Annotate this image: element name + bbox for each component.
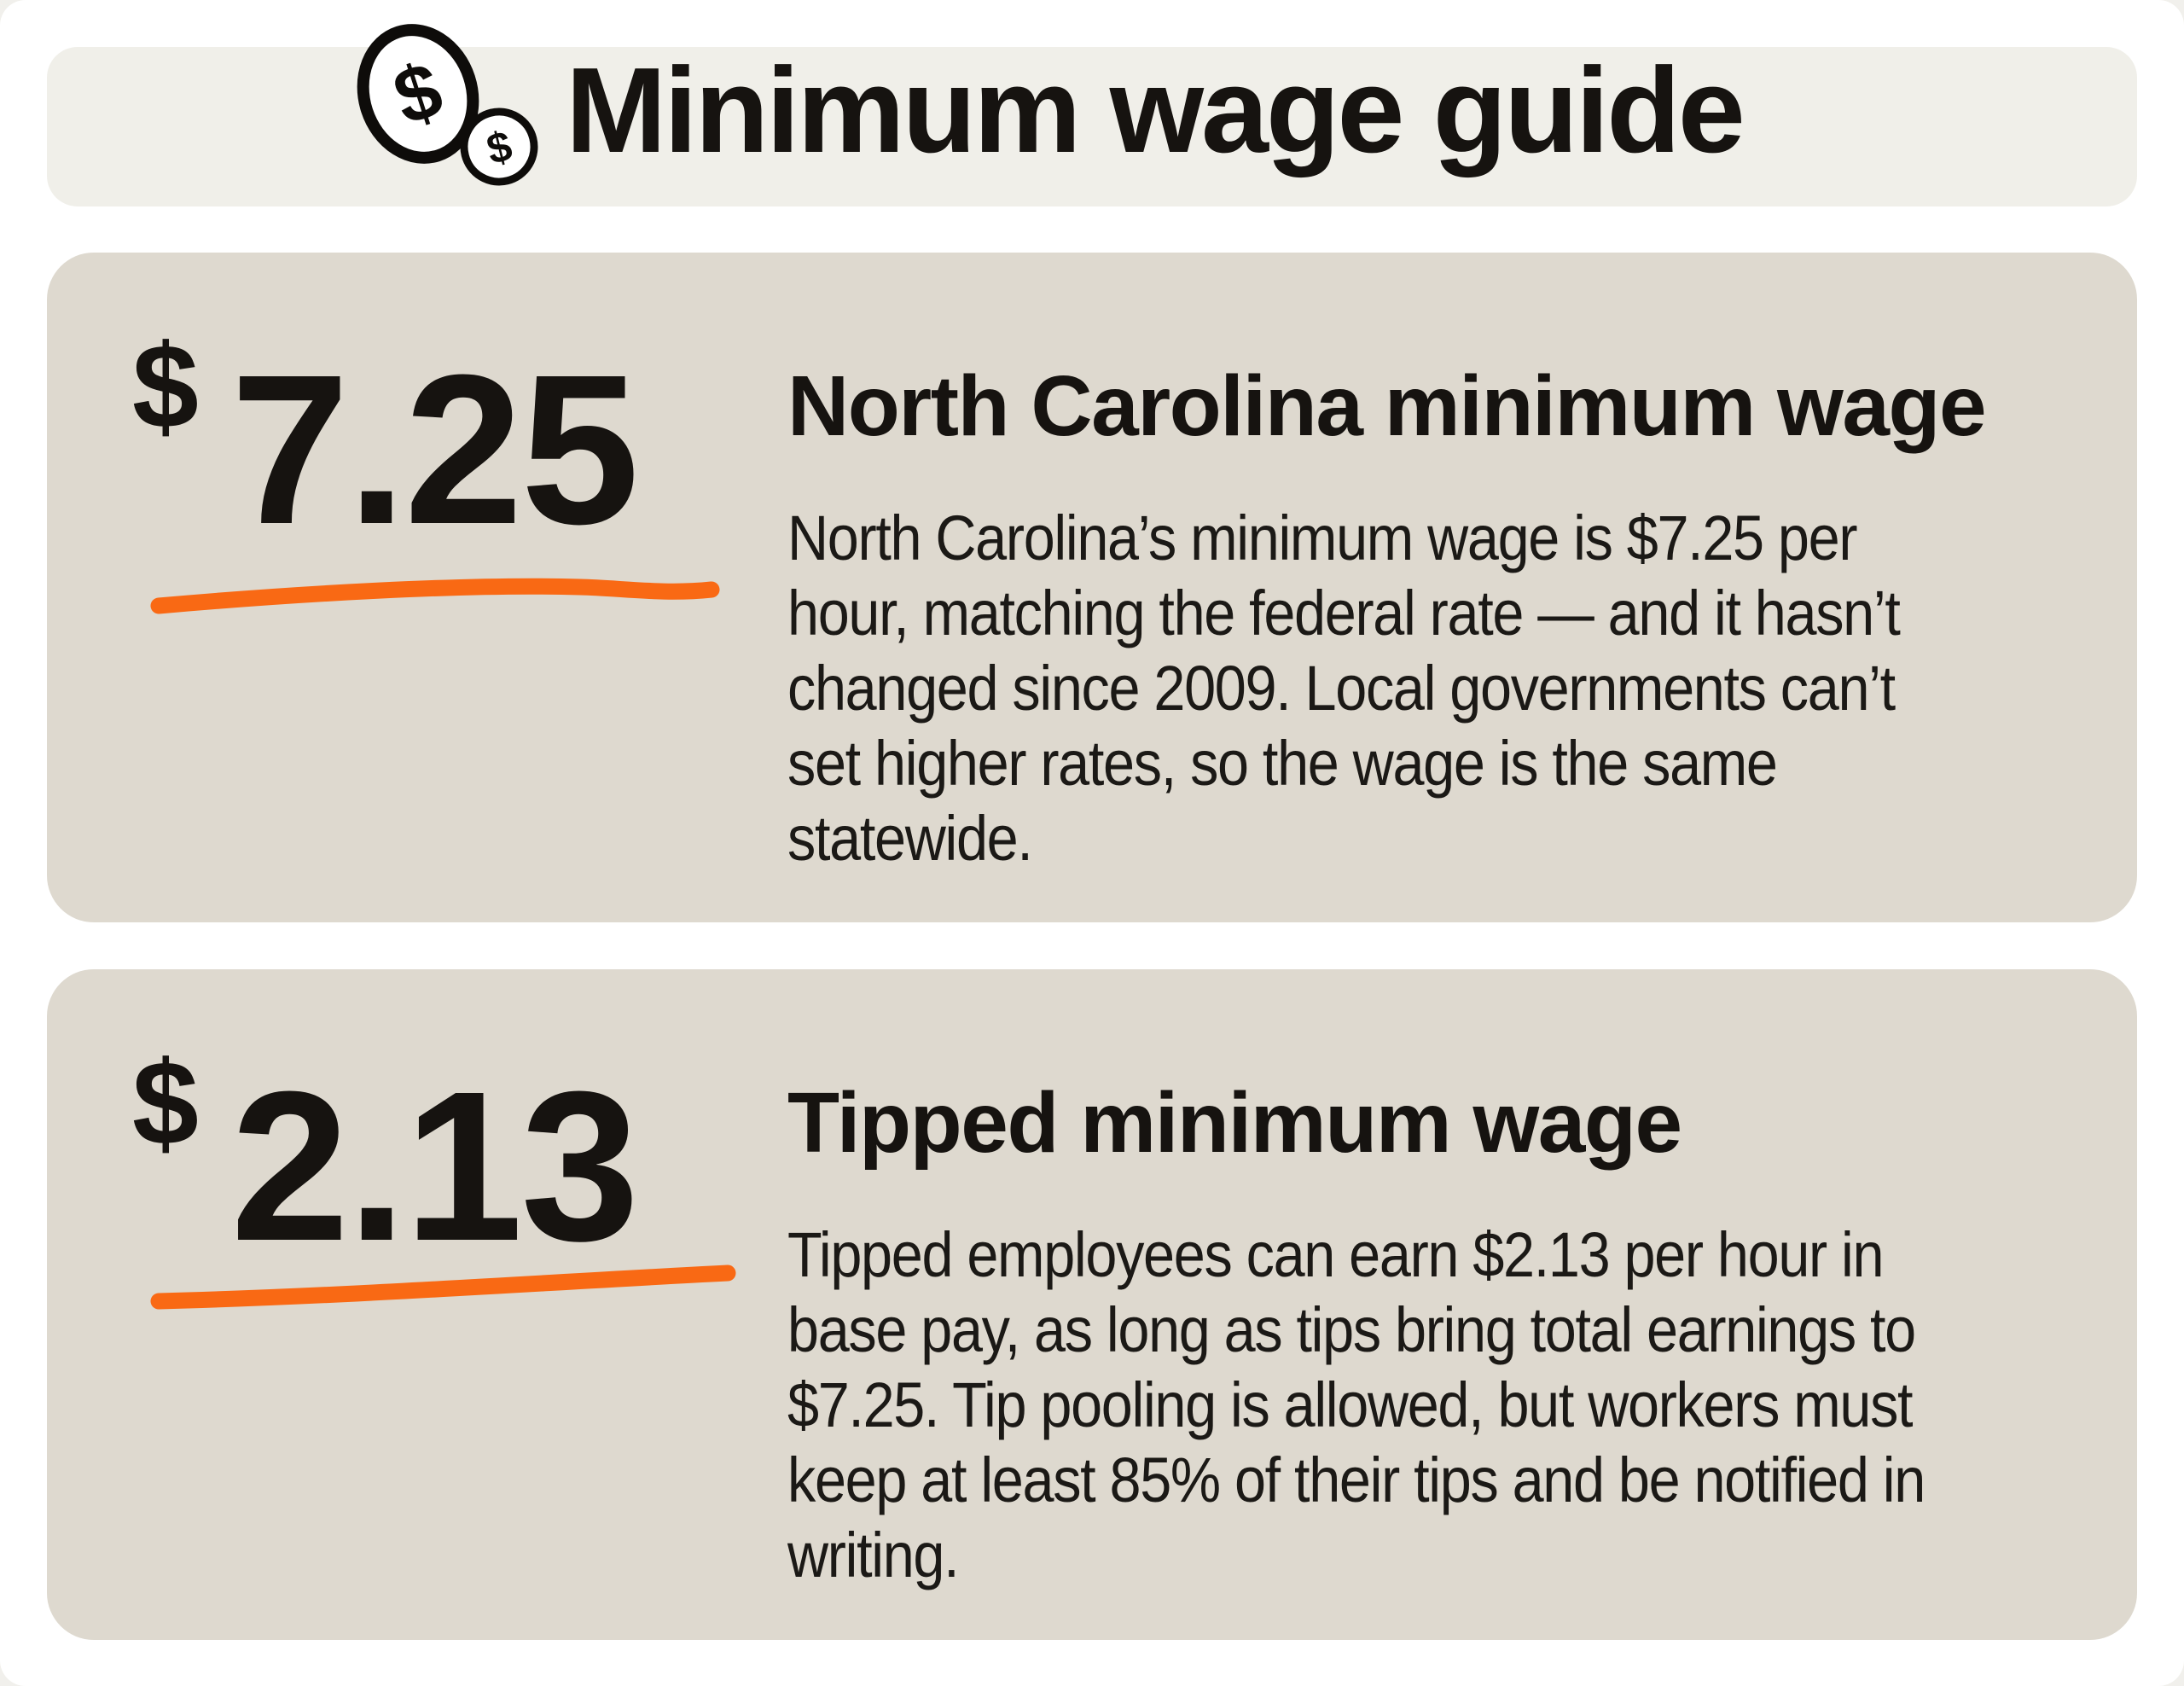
currency-symbol: $ [132, 1036, 199, 1170]
currency-symbol: $ [132, 319, 199, 453]
card-heading: Tipped minimum wage [787, 1075, 1682, 1171]
amount-value: 7.25 [230, 330, 639, 568]
body-line: $7.25. Tip pooling is allowed, but worke… [787, 1369, 1914, 1440]
dollar-coins-icon: $ $ [357, 24, 538, 186]
card-body: North Carolina’s minimum wage is $7.25 p… [787, 501, 1901, 876]
amount-value: 2.13 [230, 1047, 639, 1285]
amount: $2.13 [132, 1044, 639, 1273]
card-heading: North Carolina minimum wage [787, 358, 1987, 454]
body-line: hour, matching the federal rate — and it… [787, 578, 1901, 648]
card-text-column: Tipped minimum wage Tipped employees can… [787, 969, 2118, 1640]
amount-underline-icon [150, 578, 720, 614]
wage-card-north-carolina: $7.25 North Carolina minimum wage North … [47, 253, 2137, 922]
page-title: Minimum wage guide [566, 43, 1745, 178]
wage-card-tipped: $2.13 Tipped minimum wage Tipped employe… [47, 969, 2137, 1640]
amount-underline-icon [150, 1264, 736, 1310]
big-coin-icon: $ [357, 24, 479, 164]
header-bar: $ $ Minimum wage guide [47, 24, 2137, 206]
body-line: changed since 2009. Local governments ca… [787, 653, 1896, 724]
body-line: statewide. [787, 803, 1033, 874]
small-coin-icon: $ [460, 108, 538, 186]
body-line: writing. [787, 1520, 960, 1590]
body-line: Tipped employees can earn $2.13 per hour… [787, 1219, 1885, 1290]
body-line: base pay, as long as tips bring total ea… [787, 1294, 1916, 1365]
card-body: Tipped employees can earn $2.13 per hour… [787, 1218, 1926, 1593]
body-line: keep at least 85% of their tips and be n… [787, 1445, 1926, 1515]
body-line: set higher rates, so the wage is the sam… [787, 728, 1778, 799]
body-line: North Carolina’s minimum wage is $7.25 p… [787, 503, 1858, 573]
card-text-column: North Carolina minimum wage North Caroli… [787, 253, 2118, 922]
amount: $7.25 [132, 327, 639, 556]
